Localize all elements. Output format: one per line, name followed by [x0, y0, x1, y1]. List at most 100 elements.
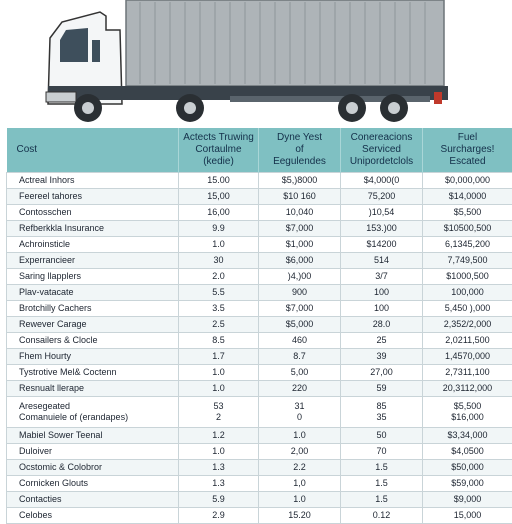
cell-line: Escated [425, 156, 510, 168]
table-cell: 15,000 [423, 508, 512, 524]
table-cell: 1.5 [341, 460, 423, 476]
table-cell: Resnualt llerape [7, 381, 179, 397]
cell-line: of [261, 144, 338, 156]
cell-line: Unipordetclols [343, 156, 420, 168]
table-cell: 1.3 [179, 460, 259, 476]
column-header: Cost [7, 128, 179, 173]
cell-line: Dyne Yest [261, 132, 338, 144]
table-cell: $50,000 [423, 460, 512, 476]
table-cell: $4,0500 [423, 444, 512, 460]
table-cell: $5,500 [423, 205, 512, 221]
table-cell: $6,000 [259, 253, 341, 269]
table-cell: 1,4570,000 [423, 349, 512, 365]
cell-line: Eegulendes [261, 156, 338, 168]
cell-line: 35 [343, 412, 420, 423]
table-cell: 7,749,500 [423, 253, 512, 269]
table-cell: 1.5 [341, 492, 423, 508]
cell-line: 0 [261, 412, 338, 423]
table-cell: Brotchilly Cachers [7, 301, 179, 317]
table-cell: $10 160 [259, 189, 341, 205]
table-cell: 1.0 [179, 237, 259, 253]
table-cell: $59,000 [423, 476, 512, 492]
cell-line: $16,000 [425, 412, 510, 423]
table-cell: 2,7311,100 [423, 365, 512, 381]
table-cell: 1.0 [259, 492, 341, 508]
table-cell: $5,000 [259, 317, 341, 333]
table-cell: 5,450 ),000 [423, 301, 512, 317]
table-cell: 2,0211,500 [423, 333, 512, 349]
table-cell: 28.0 [341, 317, 423, 333]
table-cell: $5,500$16,000 [423, 397, 512, 428]
table-cell: 75,200 [341, 189, 423, 205]
table-cell: 153.)00 [341, 221, 423, 237]
table-cell: Mabiel Sower Teenal [7, 428, 179, 444]
table-cell: 100 [341, 301, 423, 317]
table-cell: 50 [341, 428, 423, 444]
table-cell: 1.0 [259, 428, 341, 444]
cell-line: (kedie) [181, 156, 256, 168]
cell-line: Actects Truwing [181, 132, 256, 144]
table-cell: 15,00 [179, 189, 259, 205]
table-cell: 100,000 [423, 285, 512, 301]
table-cell: 1.2 [179, 428, 259, 444]
page: {"header":{"columns":[["Cost"],["Actects… [0, 0, 512, 512]
table-cell: 5.9 [179, 492, 259, 508]
table-cell: 30 [179, 253, 259, 269]
table-cell: $5,)8000 [259, 173, 341, 189]
table-cell: 25 [341, 333, 423, 349]
table-cell: $10500,500 [423, 221, 512, 237]
table-cell: 20,3112,000 [423, 381, 512, 397]
table-cell: 15.00 [179, 173, 259, 189]
table-cell: 8.5 [179, 333, 259, 349]
table-cell: 1.0 [179, 365, 259, 381]
table-cell: $7,000 [259, 301, 341, 317]
table-cell: 2.9 [179, 508, 259, 524]
cell-line: 31 [261, 401, 338, 412]
cell-line: Surcharges! [425, 144, 510, 156]
table-cell: $9,000 [423, 492, 512, 508]
table-cell: $7,000 [259, 221, 341, 237]
table-cell: 514 [341, 253, 423, 269]
table-cell: 220 [259, 381, 341, 397]
table-cell: 16,00 [179, 205, 259, 221]
cell-line: 2 [181, 412, 256, 423]
truck-illustration [0, 0, 512, 128]
table-cell: 3/7 [341, 269, 423, 285]
cell-line: Fuel [425, 132, 510, 144]
table-cell: 27,00 [341, 365, 423, 381]
table-cell: Rewever Carage [7, 317, 179, 333]
table-cell: $1,000 [259, 237, 341, 253]
table-cell: $4,000(0 [341, 173, 423, 189]
table-cell: 59 [341, 381, 423, 397]
table-cell: 2,352/2,000 [423, 317, 512, 333]
table-cell: Experrancieer [7, 253, 179, 269]
table-cell: $14,0000 [423, 189, 512, 205]
table-cell: )4,)00 [259, 269, 341, 285]
table-cell: Achroinsticle [7, 237, 179, 253]
table-cell: Cornicken Glouts [7, 476, 179, 492]
table-cell: 70 [341, 444, 423, 460]
table-cell: 2.0 [179, 269, 259, 285]
table-cell: 5,00 [259, 365, 341, 381]
table-cell: $0,000,000 [423, 173, 512, 189]
table-cell: 1.0 [179, 444, 259, 460]
table-cell: 1.7 [179, 349, 259, 365]
table-cell: 1.5 [341, 476, 423, 492]
